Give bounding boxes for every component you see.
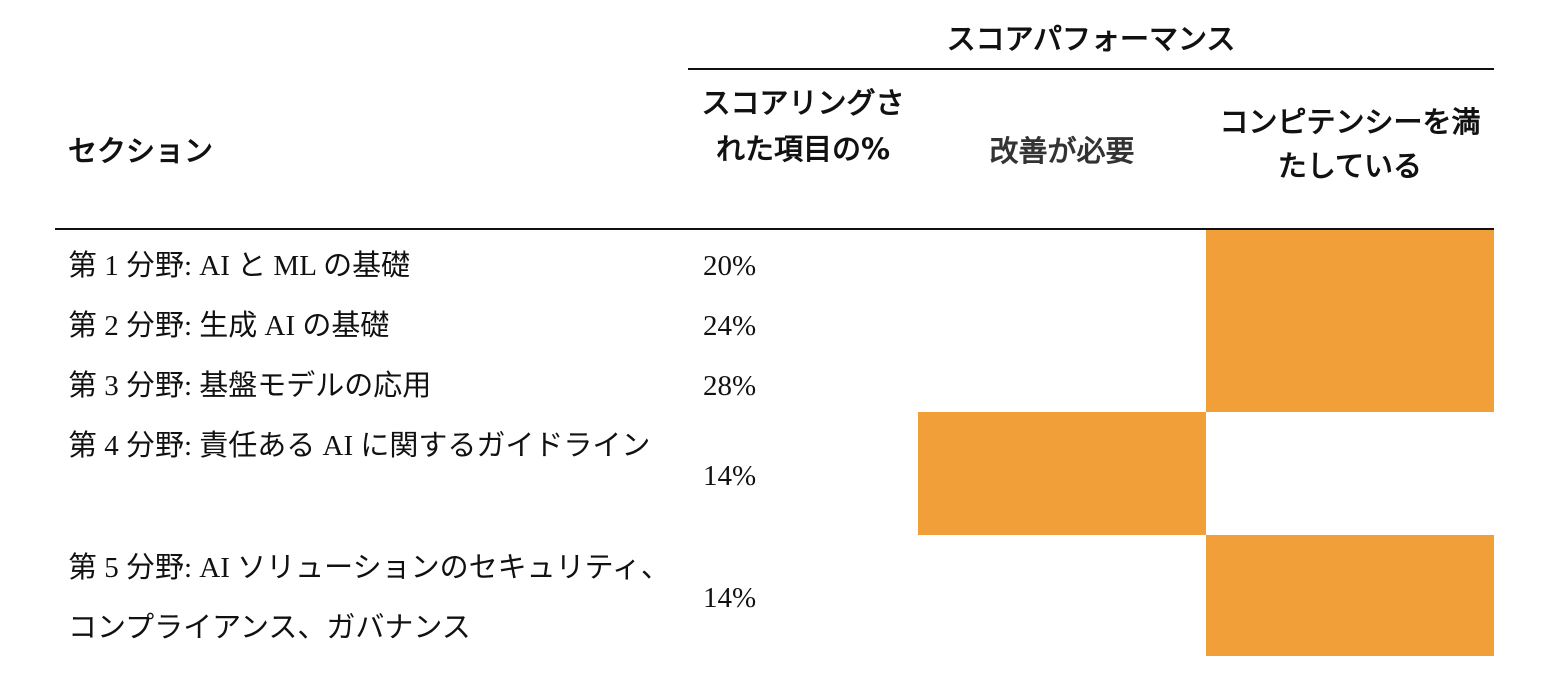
row-5-section: 第 5 分野: AI ソリューションのセキュリティ、コンプライアンス、ガバナンス xyxy=(68,552,670,644)
row-5-meets-competency-fill xyxy=(1206,535,1494,656)
group-header-rule xyxy=(688,68,1494,70)
row-1-meets-competency-fill xyxy=(1206,230,1494,291)
row-3-section: 第 3 分野: 基盤モデルの応用 xyxy=(68,370,432,402)
row-2-percent: 24% xyxy=(703,310,757,342)
header-rule xyxy=(55,228,1494,230)
column-header-percent-scored: スコアリングされた項目の% xyxy=(701,86,905,166)
row-3-meets-competency-fill xyxy=(1206,350,1494,412)
row-3-percent: 28% xyxy=(703,370,757,402)
row-1-percent: 20% xyxy=(703,250,757,282)
column-header-meets-competency: コンピテンシーを満たしている xyxy=(1219,105,1481,183)
row-2-section: 第 2 分野: 生成 AI の基礎 xyxy=(68,310,390,342)
row-5-percent: 14% xyxy=(703,582,757,614)
row-2-meets-competency-fill xyxy=(1206,290,1494,351)
score-performance-header: スコアパフォーマンス xyxy=(946,22,1236,56)
row-1-section: 第 1 分野: AI と ML の基礎 xyxy=(68,250,411,282)
column-header-section: セクション xyxy=(68,134,214,168)
column-header-needs-improvement: 改善が必要 xyxy=(989,134,1135,168)
row-4-needs-improvement-fill xyxy=(918,412,1206,535)
row-4-percent: 14% xyxy=(703,460,757,492)
row-4-section: 第 4 分野: 責任ある AI に関するガイドライン xyxy=(68,430,651,462)
